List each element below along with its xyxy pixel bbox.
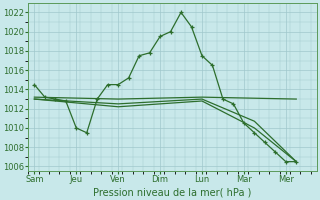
X-axis label: Pression niveau de la mer( hPa ): Pression niveau de la mer( hPa ) <box>93 187 252 197</box>
